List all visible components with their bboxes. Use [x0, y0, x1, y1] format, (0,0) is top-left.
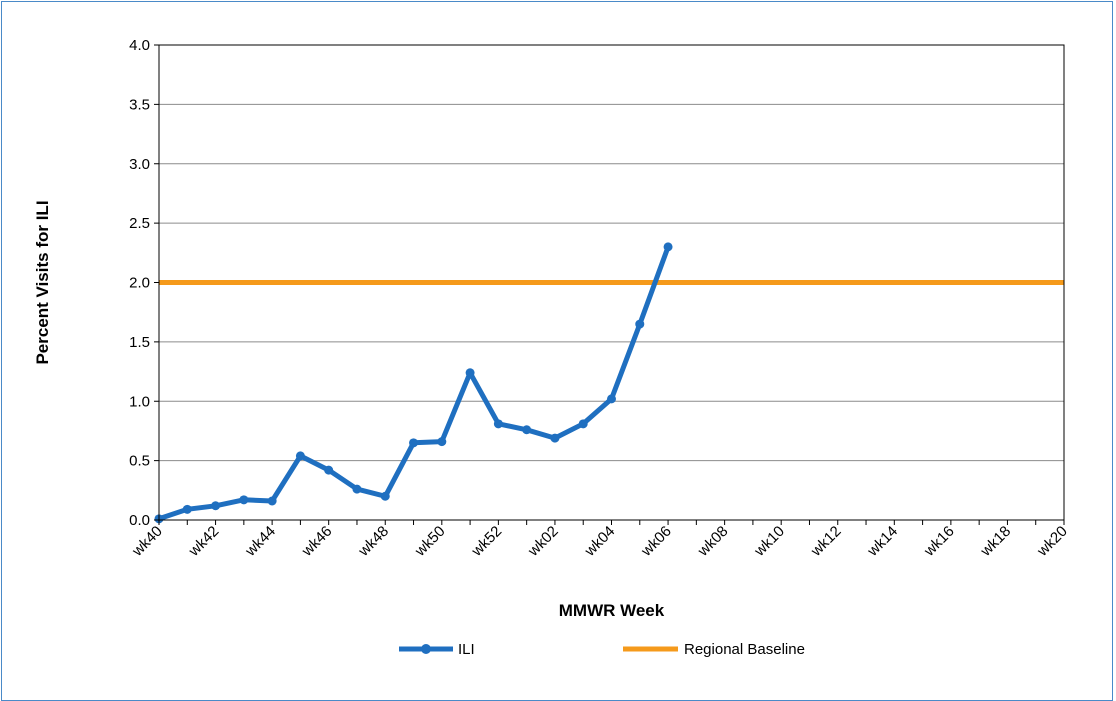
x-tick-label: wk06	[637, 523, 674, 560]
ili-data-point	[239, 495, 249, 505]
x-tick-label: wk08	[694, 523, 731, 560]
ili-data-point	[437, 437, 447, 447]
x-tick-label: wk12	[807, 523, 844, 560]
ili-data-point	[465, 368, 475, 378]
ili-data-point	[182, 504, 192, 514]
x-tick-label: wk52	[468, 523, 505, 560]
x-tick-label: wk42	[185, 523, 222, 560]
ili-data-point	[211, 501, 221, 511]
y-tick-label: 3.5	[129, 96, 150, 113]
x-tick-label: wk14	[864, 523, 901, 560]
ili-data-point	[409, 438, 419, 448]
x-tick-label: wk46	[298, 523, 335, 560]
ili-data-point	[522, 425, 532, 435]
ili-data-point	[295, 451, 305, 461]
y-tick-label: 2.5	[129, 215, 150, 232]
ili-data-point	[267, 496, 277, 506]
y-tick-label: 1.5	[129, 334, 150, 351]
ili-data-point	[607, 394, 616, 404]
y-tick-label: 4.0	[129, 37, 150, 54]
x-tick-label: wk50	[411, 523, 448, 560]
y-tick-label: 1.0	[129, 393, 150, 410]
y-tick-label: 3.0	[129, 156, 150, 173]
ili-line-chart: 0.00.51.01.52.02.53.03.54.0 wk40 wk42 wk44…	[33, 37, 1071, 658]
ili-data-point	[550, 433, 560, 443]
y-axis-title: Percent Visits for ILI	[33, 200, 52, 364]
ili-data-point	[663, 242, 673, 252]
ili-data-point	[352, 484, 362, 494]
legend-baseline-label: Regional Baseline	[684, 641, 805, 658]
x-tick-label: wk48	[355, 523, 392, 560]
x-axis-ticks: wk40 wk42 wk44 wk46 wk48 wk50 wk52 wk02 wk04 wk06…	[128, 520, 1071, 560]
series-layer	[154, 242, 1064, 524]
x-axis-title: MMWR Week	[559, 601, 665, 620]
x-tick-label: wk10	[751, 523, 788, 560]
legend: ILI Regional Baseline	[399, 641, 805, 658]
ili-data-point	[635, 319, 645, 329]
x-tick-label: wk04	[581, 523, 618, 560]
legend-ili-swatch-marker	[421, 644, 431, 654]
x-tick-label: wk20	[1033, 523, 1070, 560]
y-tick-label: 2.0	[129, 275, 150, 292]
ili-data-point	[324, 465, 334, 475]
y-tick-label: 0.5	[129, 453, 150, 470]
y-axis-ticks: 0.0 0.5 1.0 1.5 2.0 2.5 3.0 3.5 4.0	[129, 37, 159, 529]
x-tick-label: wk16	[920, 523, 957, 560]
ili-data-point	[578, 419, 588, 429]
x-tick-label: wk02	[524, 523, 561, 560]
ili-data-point	[380, 491, 390, 501]
x-tick-label: wk44	[241, 523, 278, 560]
ili-series-line	[158, 246, 671, 522]
legend-ili-label: ILI	[458, 641, 475, 658]
x-tick-label: wk18	[977, 523, 1014, 560]
y-tick-label: 0.0	[129, 512, 150, 529]
ili-data-point	[493, 419, 503, 429]
